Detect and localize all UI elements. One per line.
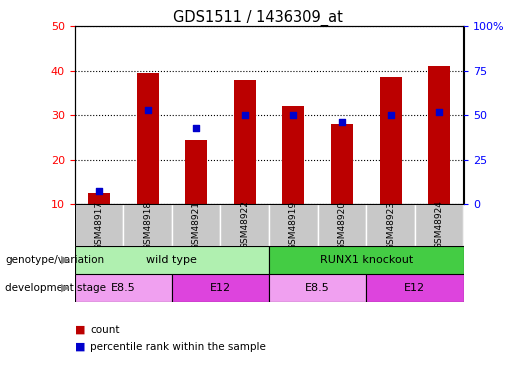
Point	[435, 109, 443, 115]
Bar	[88, 193, 110, 204]
Bar	[234, 80, 256, 204]
Text: GSM48920: GSM48920	[337, 201, 347, 249]
Bar	[75, 274, 172, 302]
Bar	[318, 204, 366, 246]
Text: RUNX1 knockout: RUNX1 knockout	[320, 255, 413, 265]
Point	[144, 107, 152, 113]
Bar	[415, 204, 464, 246]
Text: percentile rank within the sample: percentile rank within the sample	[90, 342, 266, 352]
Bar	[331, 124, 353, 204]
Text: E8.5: E8.5	[305, 283, 330, 293]
Text: ▶: ▶	[61, 255, 70, 265]
Text: ■: ■	[75, 325, 85, 335]
Bar	[220, 204, 269, 246]
Bar	[172, 204, 220, 246]
Text: wild type: wild type	[146, 255, 197, 265]
Bar	[185, 140, 207, 204]
Text: ▶: ▶	[61, 283, 70, 293]
Bar	[75, 204, 123, 246]
Bar	[172, 274, 269, 302]
Bar	[269, 246, 464, 274]
Point	[192, 125, 200, 131]
Text: E8.5: E8.5	[111, 283, 135, 293]
Text: GSM48919: GSM48919	[289, 200, 298, 250]
Text: GSM48924: GSM48924	[435, 201, 444, 249]
Bar	[366, 274, 464, 302]
Text: GSM48921: GSM48921	[192, 201, 201, 249]
Point	[338, 119, 346, 125]
Point	[95, 188, 103, 194]
Bar	[282, 106, 304, 204]
Text: E12: E12	[404, 283, 425, 293]
Text: genotype/variation: genotype/variation	[5, 255, 104, 265]
Text: count: count	[90, 325, 119, 335]
Text: GSM48923: GSM48923	[386, 201, 395, 249]
Bar	[123, 204, 172, 246]
Bar	[269, 274, 366, 302]
Point	[289, 112, 298, 118]
Text: E12: E12	[210, 283, 231, 293]
Text: ■: ■	[75, 342, 85, 352]
Text: GSM48918: GSM48918	[143, 200, 152, 250]
Bar	[75, 246, 269, 274]
Text: GSM48917: GSM48917	[94, 200, 104, 250]
Bar	[136, 73, 159, 204]
Text: development stage: development stage	[5, 283, 106, 293]
Bar	[380, 78, 402, 204]
Point	[386, 112, 394, 118]
Text: GDS1511 / 1436309_at: GDS1511 / 1436309_at	[173, 9, 342, 26]
Text: GSM48922: GSM48922	[241, 201, 249, 249]
Bar	[366, 204, 415, 246]
Bar	[428, 66, 450, 204]
Point	[241, 112, 249, 118]
Bar	[269, 204, 318, 246]
